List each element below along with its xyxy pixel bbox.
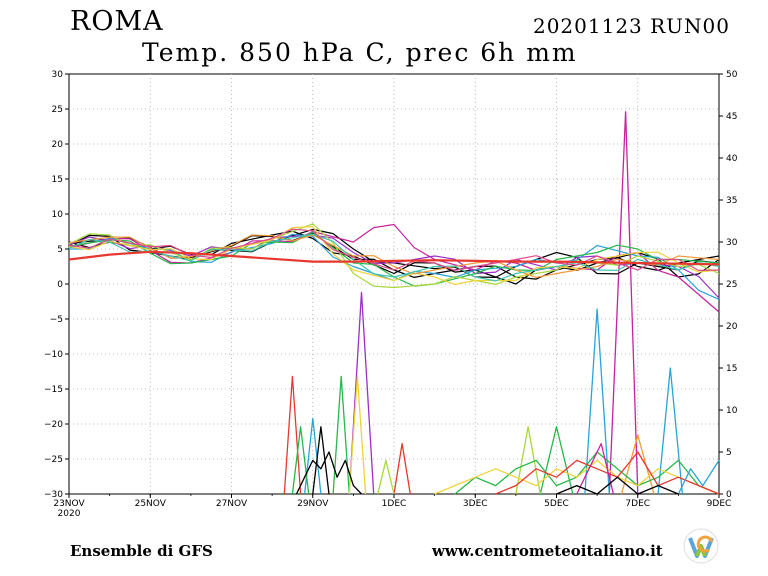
chart-run-label: 20201123 RUN00 xyxy=(532,14,730,38)
y-right-tick-label: 20 xyxy=(726,322,738,332)
precip-series-line xyxy=(291,426,310,495)
y-right-tick-label: 35 xyxy=(726,196,737,206)
precip-series-line xyxy=(283,375,302,495)
precip-series-line xyxy=(576,442,615,495)
precip-series-line xyxy=(303,417,322,495)
y-left-tick-label: −25 xyxy=(44,455,63,465)
y-left-tick-label: −15 xyxy=(44,385,63,395)
temp-series-line xyxy=(68,228,720,271)
precip-series-line xyxy=(620,434,655,495)
x-tick-label: 5DEC xyxy=(544,499,569,509)
precip-series-line xyxy=(377,459,395,495)
precip-series-line xyxy=(515,426,541,495)
y-right-tick-label: 40 xyxy=(726,154,738,164)
x-tick-label: 29NOV xyxy=(297,499,329,509)
y-left-tick-label: −5 xyxy=(50,315,63,325)
precip-series-line xyxy=(657,367,684,495)
x-tick-label: 27NOV xyxy=(216,499,248,509)
precip-series-line xyxy=(295,451,362,495)
precip-series-line xyxy=(332,375,350,495)
precip-series-line xyxy=(495,451,720,495)
footer-site-link[interactable]: www.centrometeoitaliano.it xyxy=(432,542,663,560)
y-left-tick-label: −30 xyxy=(44,490,63,500)
precip-series-line xyxy=(677,460,720,495)
y-right-tick-label: 0 xyxy=(726,490,732,500)
chart-subtitle: Temp. 850 hPa C, prec 6h mm xyxy=(142,38,578,67)
precip-series-line xyxy=(584,308,610,495)
y-left-tick-label: 20 xyxy=(52,140,64,150)
y-right-tick-label: 30 xyxy=(726,238,738,248)
precip-series-line xyxy=(556,476,679,495)
y-left-tick-label: 0 xyxy=(57,280,63,290)
x-tick-label: 1DEC xyxy=(382,499,407,509)
y-left-tick-label: 10 xyxy=(52,210,64,220)
temp-series-line xyxy=(68,223,720,289)
y-left-tick-label: 5 xyxy=(57,245,63,255)
precip-series-line xyxy=(434,459,720,495)
x-year-label: 2020 xyxy=(58,509,81,519)
x-tick-label: 7DEC xyxy=(625,499,650,509)
x-tick-label: 23NOV xyxy=(53,499,85,509)
y-right-tick-label: 5 xyxy=(726,448,732,458)
y-right-tick-label: 50 xyxy=(726,70,738,80)
y-left-tick-label: −10 xyxy=(44,350,63,360)
y-right-tick-label: 15 xyxy=(726,364,737,374)
y-left-tick-label: 30 xyxy=(52,70,64,80)
y-left-tick-label: −20 xyxy=(44,420,63,430)
chart-title-city: ROMA xyxy=(70,6,164,37)
x-tick-label: 3DEC xyxy=(463,499,488,509)
precip-series-line xyxy=(312,426,330,495)
y-right-tick-label: 25 xyxy=(726,280,737,290)
y-left-tick-label: 15 xyxy=(52,175,63,185)
precip-series-line xyxy=(348,375,367,495)
precip-series-line xyxy=(393,442,411,495)
x-tick-label: 9DEC xyxy=(707,499,732,509)
temp-series-line xyxy=(68,233,720,282)
temp-series-line xyxy=(68,250,720,266)
precip-series-line xyxy=(608,111,639,495)
y-right-tick-label: 45 xyxy=(726,112,737,122)
footer-model-label: Ensemble di GFS xyxy=(70,542,213,560)
y-left-tick-label: 25 xyxy=(52,105,63,115)
centrometeo-logo-icon xyxy=(683,528,719,564)
y-right-tick-label: 10 xyxy=(726,406,738,416)
x-tick-label: 25NOV xyxy=(135,499,167,509)
